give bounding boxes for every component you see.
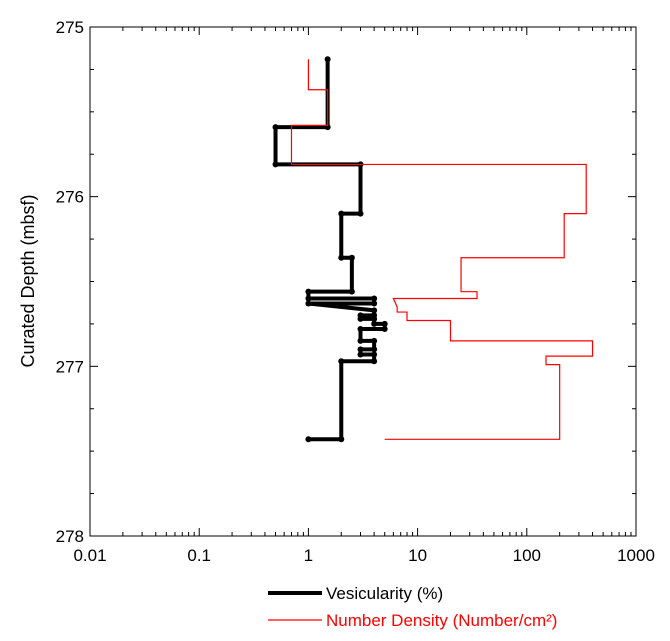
data-point [272,124,279,131]
axes: 0.01 0.1 1 10 100 1000 275 276 277 278 [56,18,655,565]
y-tick-label: 275 [56,18,84,37]
data-point [357,337,364,344]
data-point [348,254,355,261]
y-tick-label: 276 [56,188,84,207]
data-point [324,56,331,63]
data-point [305,295,312,302]
legend-label: Number Density (Number/cm²) [326,611,557,630]
data-point [371,300,378,307]
x-tick-label: 0.1 [187,546,211,565]
data-point [305,300,312,307]
data-point [381,326,388,333]
x-tick-label: 1000 [617,546,655,565]
x-tick-label: 100 [513,546,541,565]
legend-label: Vesicularity (%) [326,584,443,603]
y-axis-label: Curated Depth (mbsf) [18,194,38,367]
x-tick-label: 10 [408,546,427,565]
data-point [338,358,345,365]
legend: Vesicularity (%) Number Density (Number/c… [268,584,557,630]
data-point [338,254,345,261]
x-tick-label: 1 [304,546,313,565]
data-point [357,346,364,353]
data-point [357,326,364,333]
plot-frame [89,26,637,537]
y-tick-label: 277 [56,357,84,376]
series-line-1 [290,59,594,440]
data-point [348,288,355,295]
data-point [371,351,378,358]
data-point [371,315,378,322]
data-point [338,210,345,217]
data-point [338,436,345,443]
data-point [371,358,378,365]
data-point [305,288,312,295]
data-point [371,337,378,344]
y-tick-label: 278 [56,527,84,546]
data-point [371,295,378,302]
data-point [357,210,364,217]
plot-area [272,56,594,443]
x-tick-label: 0.01 [73,546,106,565]
series-line-0 [273,59,387,442]
data-point [305,436,312,443]
data-point [357,315,364,322]
data-point [371,346,378,353]
data-point [381,320,388,327]
data-point [371,307,378,314]
data-point [357,351,364,358]
data-point [272,161,279,168]
data-point [371,320,378,327]
